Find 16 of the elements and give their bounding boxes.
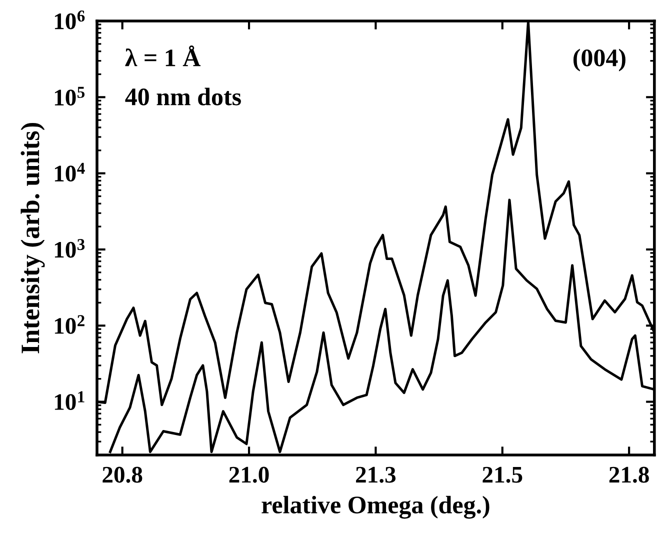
annotation: 40 nm dots — [125, 88, 241, 106]
y-tick-label: 10$^{3}$ — [54, 239, 85, 258]
y-tick-label: 10$^{1}$ — [54, 391, 84, 410]
y-tick-label: 10$^{4}$ — [54, 162, 85, 182]
y-tick-label: 10$^{6}$ — [54, 10, 85, 30]
x-tick-label: 20.8 — [102, 466, 142, 483]
y-tick-label: 10$^{2}$ — [54, 315, 84, 334]
y-axis-title: Intensity (arb. units) — [20, 122, 45, 354]
y-tick-label: 10$^{5}$ — [54, 86, 85, 106]
x-tick-label: 21.8 — [609, 466, 649, 483]
x-tick-label: 21.3 — [356, 466, 396, 483]
x-tick-label: 21.5 — [482, 466, 522, 483]
annotation: λ = 1 Å — [125, 45, 201, 66]
x-axis-title: relative Omega (deg.) — [262, 496, 490, 519]
x-tick-label: 21.0 — [229, 466, 269, 483]
annotation: (004) — [573, 48, 626, 72]
